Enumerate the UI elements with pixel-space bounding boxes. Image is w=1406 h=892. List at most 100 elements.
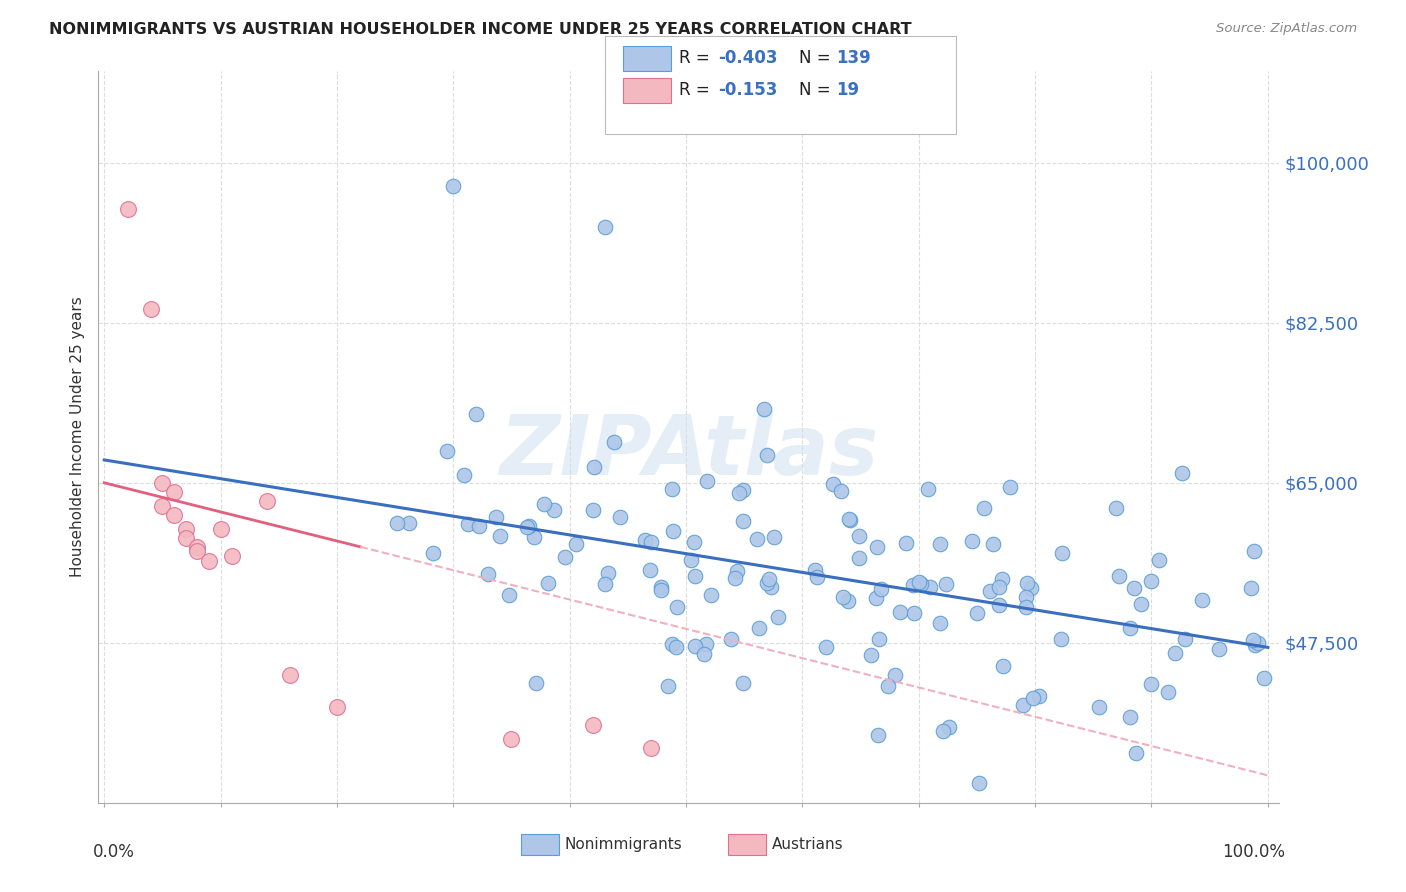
- Point: [1021, 581, 1043, 595]
- Point: [436, 443, 458, 458]
- Point: [398, 516, 420, 531]
- Point: [565, 537, 588, 551]
- Point: [1119, 710, 1142, 724]
- Point: [117, 202, 139, 216]
- Point: [1243, 543, 1265, 558]
- Point: [973, 501, 995, 516]
- Point: [609, 509, 631, 524]
- Point: [679, 553, 702, 567]
- Point: [533, 497, 555, 511]
- Point: [966, 607, 988, 621]
- Text: N =: N =: [799, 81, 841, 99]
- Point: [1174, 632, 1197, 647]
- Point: [981, 537, 1004, 551]
- Point: [876, 679, 898, 693]
- Point: [806, 569, 828, 583]
- FancyBboxPatch shape: [522, 834, 560, 855]
- Point: [766, 610, 789, 624]
- Point: [837, 594, 859, 608]
- Point: [489, 529, 512, 543]
- Point: [1118, 621, 1140, 635]
- Point: [839, 512, 862, 526]
- Point: [917, 482, 939, 496]
- Point: [931, 724, 953, 739]
- Point: [280, 667, 302, 681]
- Point: [962, 534, 984, 549]
- Point: [326, 699, 349, 714]
- Point: [582, 502, 605, 516]
- Point: [935, 577, 957, 591]
- Point: [422, 546, 444, 560]
- Point: [595, 577, 617, 591]
- Point: [650, 580, 672, 594]
- Point: [883, 667, 905, 681]
- Point: [720, 632, 742, 646]
- Point: [1049, 632, 1071, 647]
- Point: [1240, 581, 1263, 595]
- Point: [1017, 576, 1039, 591]
- Point: [221, 549, 243, 563]
- Y-axis label: Householder Income Under 25 years: Householder Income Under 25 years: [70, 297, 86, 577]
- Point: [543, 503, 565, 517]
- Point: [163, 508, 186, 522]
- Point: [870, 582, 893, 596]
- Point: [186, 544, 208, 558]
- Point: [174, 531, 197, 545]
- Point: [725, 564, 748, 578]
- Point: [979, 584, 1001, 599]
- Text: Austrians: Austrians: [772, 837, 844, 852]
- Point: [198, 553, 221, 567]
- Point: [640, 563, 662, 577]
- Point: [756, 576, 779, 591]
- Point: [908, 574, 931, 589]
- Point: [1139, 574, 1161, 588]
- Text: R =: R =: [679, 49, 716, 67]
- Point: [662, 524, 685, 538]
- Point: [1050, 546, 1073, 560]
- Point: [1253, 671, 1275, 685]
- Point: [823, 477, 845, 491]
- Point: [657, 679, 679, 693]
- Point: [848, 551, 870, 566]
- Point: [464, 407, 486, 421]
- Point: [747, 532, 769, 546]
- Point: [967, 776, 990, 790]
- Point: [516, 520, 538, 534]
- Point: [1088, 700, 1111, 714]
- Point: [523, 530, 546, 544]
- Point: [524, 676, 547, 690]
- Point: [1244, 638, 1267, 652]
- Point: [928, 537, 950, 551]
- Point: [517, 519, 540, 533]
- Point: [1157, 685, 1180, 699]
- Point: [634, 533, 657, 547]
- Point: [186, 540, 208, 554]
- Point: [1147, 552, 1170, 566]
- Point: [174, 521, 197, 535]
- Point: [554, 550, 576, 565]
- Point: [728, 485, 751, 500]
- Point: [152, 499, 174, 513]
- Point: [755, 449, 778, 463]
- Point: [693, 647, 716, 661]
- Text: R =: R =: [679, 81, 720, 99]
- Point: [1014, 591, 1036, 605]
- Point: [991, 658, 1014, 673]
- Point: [1125, 746, 1147, 760]
- Point: [754, 401, 776, 416]
- Point: [501, 731, 523, 746]
- Point: [457, 516, 479, 531]
- Point: [485, 510, 508, 524]
- Point: [1140, 677, 1163, 691]
- Point: [759, 580, 782, 594]
- Point: [441, 178, 464, 193]
- Point: [1122, 581, 1144, 595]
- Point: [1108, 569, 1130, 583]
- Point: [868, 632, 890, 646]
- Point: [903, 606, 925, 620]
- Text: 100.0%: 100.0%: [1222, 843, 1285, 861]
- Point: [991, 572, 1014, 586]
- Point: [602, 434, 624, 449]
- FancyBboxPatch shape: [728, 834, 766, 855]
- Text: -0.403: -0.403: [718, 49, 778, 67]
